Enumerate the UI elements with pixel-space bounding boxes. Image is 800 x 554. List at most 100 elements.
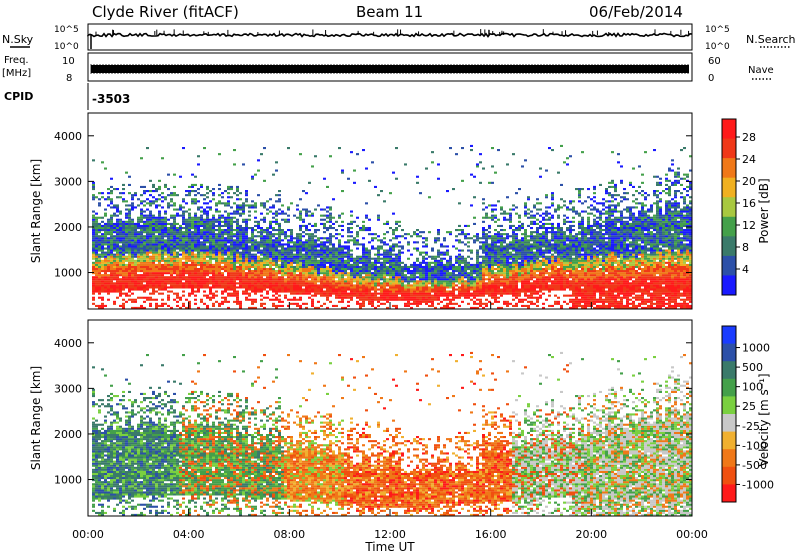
power-cell: [248, 206, 251, 209]
power-cell: [356, 270, 359, 273]
power-cell: [269, 206, 272, 209]
power-cell: [383, 243, 386, 246]
power-cell: [314, 288, 317, 291]
power-cell: [107, 290, 110, 293]
power-cell: [137, 198, 140, 201]
power-cell: [182, 206, 185, 209]
power-cell: [200, 274, 203, 277]
power-cell: [386, 274, 389, 277]
power-cell: [458, 272, 461, 275]
power-cell: [140, 194, 143, 197]
power-cell: [350, 257, 353, 260]
power-cell: [116, 231, 119, 234]
power-cell: [434, 278, 437, 281]
power-cell: [200, 268, 203, 271]
power-cell: [209, 268, 212, 271]
power-cell: [275, 278, 278, 281]
power-cell: [407, 304, 410, 307]
power-cell: [164, 241, 167, 244]
power-cell: [194, 298, 197, 301]
power-cell: [161, 249, 164, 252]
power-cell: [191, 251, 194, 254]
power-cell: [155, 272, 158, 275]
power-cell: [302, 265, 305, 268]
power-cell: [407, 296, 410, 299]
power-cell: [275, 298, 278, 301]
power-cell: [284, 274, 287, 277]
power-cell: [290, 286, 293, 289]
power-cell: [317, 306, 320, 309]
power-cell: [140, 296, 143, 299]
power-cell: [272, 280, 275, 283]
power-cell: [314, 270, 317, 273]
power-cell: [335, 261, 338, 264]
power-cell: [341, 171, 344, 174]
power-cell: [134, 306, 137, 309]
power-cell: [104, 237, 107, 240]
power-cell: [320, 218, 323, 221]
power-cell: [146, 231, 149, 234]
power-cell: [167, 265, 170, 268]
power-cell: [152, 276, 155, 279]
noise-trace: [87, 29, 693, 49]
power-cell: [251, 300, 254, 303]
power-cell: [332, 251, 335, 254]
power-cell: [326, 245, 329, 248]
power-cell: [341, 261, 344, 264]
power-cell: [299, 296, 302, 299]
power-cell: [158, 198, 161, 201]
power-cell: [209, 218, 212, 221]
power-cell: [224, 243, 227, 246]
power-cell: [182, 261, 185, 264]
power-cell: [173, 192, 176, 195]
power-cell: [296, 276, 299, 279]
power-cell: [482, 231, 485, 234]
power-cell: [467, 255, 470, 258]
power-cell: [158, 280, 161, 283]
power-cell: [140, 220, 143, 223]
power-cell: [137, 255, 140, 258]
power-cell: [182, 247, 185, 250]
power-cell: [191, 239, 194, 242]
power-cell: [269, 259, 272, 262]
power-cell: [209, 278, 212, 281]
power-cell: [176, 231, 179, 234]
power-cell: [92, 227, 95, 230]
power-cell: [476, 235, 479, 238]
power-cell: [347, 300, 350, 303]
power-cell: [92, 235, 95, 238]
power-cell: [344, 259, 347, 262]
power-cell: [347, 222, 350, 225]
power-cell: [356, 272, 359, 275]
power-cell: [179, 206, 182, 209]
power-cell: [338, 284, 341, 287]
power-cell: [410, 274, 413, 277]
power-cell: [146, 263, 149, 266]
power-cell: [290, 282, 293, 285]
power-cell: [260, 202, 263, 205]
power-cell: [119, 284, 122, 287]
power-cell: [431, 151, 434, 154]
power-cell: [251, 249, 254, 252]
power-cell: [461, 231, 464, 234]
power-cell: [230, 227, 233, 230]
power-cell: [203, 276, 206, 279]
power-cell: [470, 294, 473, 297]
power-cell: [110, 286, 113, 289]
power-cell: [200, 272, 203, 275]
power-cell: [218, 239, 221, 242]
power-cell: [347, 257, 350, 260]
power-cell: [92, 233, 95, 236]
power-cell: [365, 276, 368, 279]
power-cell: [485, 282, 488, 285]
power-cell: [146, 280, 149, 283]
power-cell: [101, 268, 104, 271]
power-cell: [257, 259, 260, 262]
power-cell: [152, 229, 155, 232]
power-cell: [443, 239, 446, 242]
power-cell: [464, 235, 467, 238]
power-cell: [134, 259, 137, 262]
power-cell: [173, 282, 176, 285]
power-cell: [110, 231, 113, 234]
power-cell: [218, 286, 221, 289]
